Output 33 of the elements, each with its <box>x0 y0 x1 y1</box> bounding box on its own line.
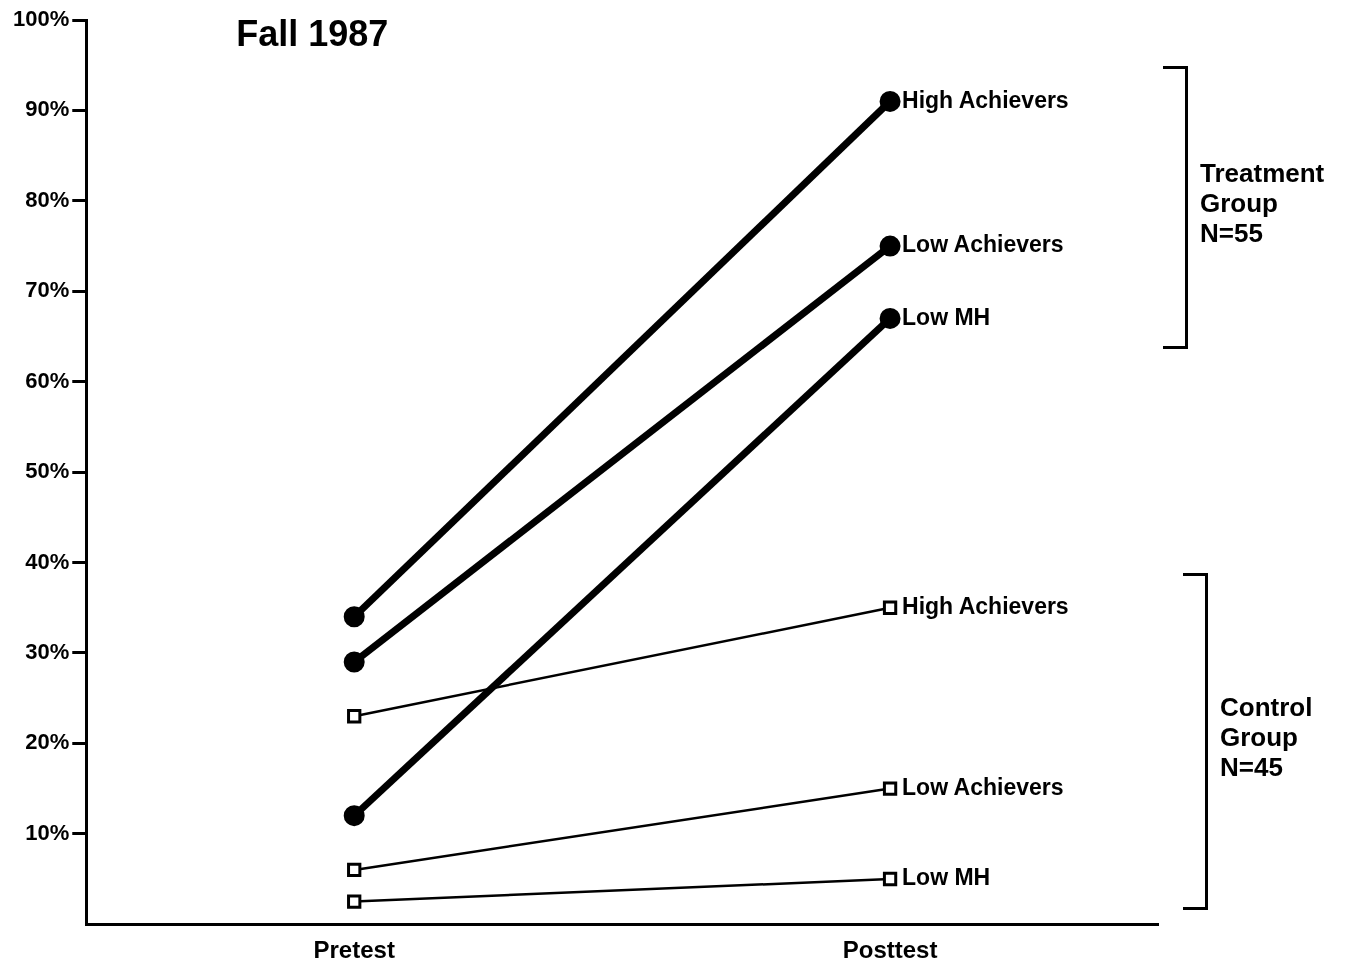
y-tick-label: 100% <box>12 6 70 32</box>
point <box>347 862 362 878</box>
y-tick-label: 20% <box>25 729 70 755</box>
x-tick-label: Posttest <box>842 936 938 964</box>
y-tick-label: 90% <box>25 96 70 122</box>
point <box>879 307 901 329</box>
point <box>343 606 365 628</box>
chart-title: Fall 1987 <box>236 12 389 54</box>
point <box>347 709 362 724</box>
point <box>882 600 898 615</box>
y-tick-label: 80% <box>25 186 70 212</box>
text: Control Group N=45 <box>1220 691 1313 782</box>
series-label: High Achievers <box>902 86 1069 113</box>
series-label: Low MH <box>902 864 991 891</box>
y-tick-label: 10% <box>25 819 70 845</box>
x-tick-label: Pretest <box>313 936 395 964</box>
point <box>882 871 898 887</box>
series-label: Low Achievers <box>902 231 1064 258</box>
point <box>879 90 901 112</box>
point <box>347 894 362 909</box>
y-tick-label: 70% <box>25 277 70 303</box>
point <box>343 651 365 673</box>
series-label: Low Achievers <box>902 773 1064 800</box>
series-label: Low MH <box>902 303 991 330</box>
y-tick-label: 30% <box>25 639 70 664</box>
series-label: High Achievers <box>902 593 1069 620</box>
y-tick-label: 50% <box>25 458 70 484</box>
point <box>879 235 901 257</box>
y-tick-label: 40% <box>25 548 70 574</box>
point <box>343 805 365 827</box>
y-tick-label: 60% <box>25 367 70 393</box>
point <box>882 781 898 796</box>
text: Treatment Group N=55 <box>1200 158 1325 249</box>
